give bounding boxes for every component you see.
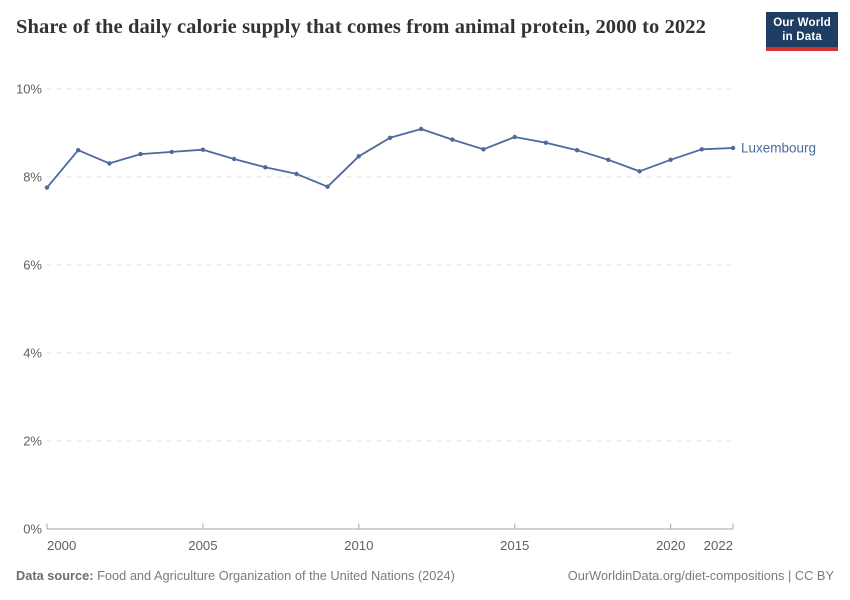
data-point-2018[interactable] (606, 157, 611, 162)
data-point-2020[interactable] (668, 157, 673, 162)
y-tick-label-0pct: 0% (23, 522, 42, 537)
data-source: Data source: Food and Agriculture Organi… (16, 568, 455, 584)
y-tick-label-8pct: 8% (23, 170, 42, 185)
data-point-2011[interactable] (387, 135, 393, 140)
data-point-2001[interactable] (76, 148, 81, 153)
data-point-2000[interactable] (44, 185, 50, 190)
data-source-label: Data source: (16, 568, 94, 583)
y-tick-label-10pct: 10% (16, 82, 42, 97)
chart-footer: Data source: Food and Agriculture Organi… (16, 568, 834, 584)
x-tick-label-2020: 2020 (656, 538, 685, 553)
y-tick-label-4pct: 4% (23, 346, 42, 361)
data-point-2007[interactable] (263, 165, 268, 170)
owid-logo[interactable]: Our World in Data (766, 12, 838, 51)
x-tick-label-2000: 2000 (47, 538, 76, 553)
x-tick-label-2022: 2022 (704, 538, 733, 553)
data-point-2002[interactable] (107, 161, 112, 166)
data-point-2015[interactable] (512, 134, 517, 140)
credit-link[interactable]: OurWorldinData.org/diet-compositions | C… (567, 568, 834, 583)
data-point-2008[interactable] (294, 171, 299, 177)
data-point-2012[interactable] (419, 126, 424, 132)
x-tick-label-2015: 2015 (500, 538, 529, 553)
data-point-2010[interactable] (356, 154, 361, 159)
data-source-text: Food and Agriculture Organization of the… (97, 568, 455, 583)
data-point-2004[interactable] (169, 149, 174, 155)
data-point-2017[interactable] (574, 148, 580, 153)
owid-logo-line2: in Data (782, 30, 822, 43)
data-point-2006[interactable] (231, 156, 237, 162)
y-tick-label-6pct: 6% (23, 258, 42, 273)
data-point-2014[interactable] (481, 147, 486, 152)
data-point-2003[interactable] (138, 151, 143, 157)
data-point-2013[interactable] (450, 137, 455, 142)
x-tick-label-2010: 2010 (344, 538, 373, 553)
data-point-2021[interactable] (699, 147, 704, 152)
data-point-2009[interactable] (325, 184, 330, 189)
data-point-2019[interactable] (637, 169, 642, 174)
x-tick-label-2005: 2005 (188, 538, 217, 553)
page-title: Share of the daily calorie supply that c… (16, 16, 706, 38)
y-tick-label-2pct: 2% (23, 434, 42, 449)
data-point-2022[interactable] (730, 145, 736, 151)
owid-logo-line1: Our World (773, 17, 831, 29)
data-point-2005[interactable] (200, 147, 206, 152)
series-end-label[interactable]: Luxembourg (741, 140, 816, 155)
data-point-2016[interactable] (543, 140, 549, 145)
